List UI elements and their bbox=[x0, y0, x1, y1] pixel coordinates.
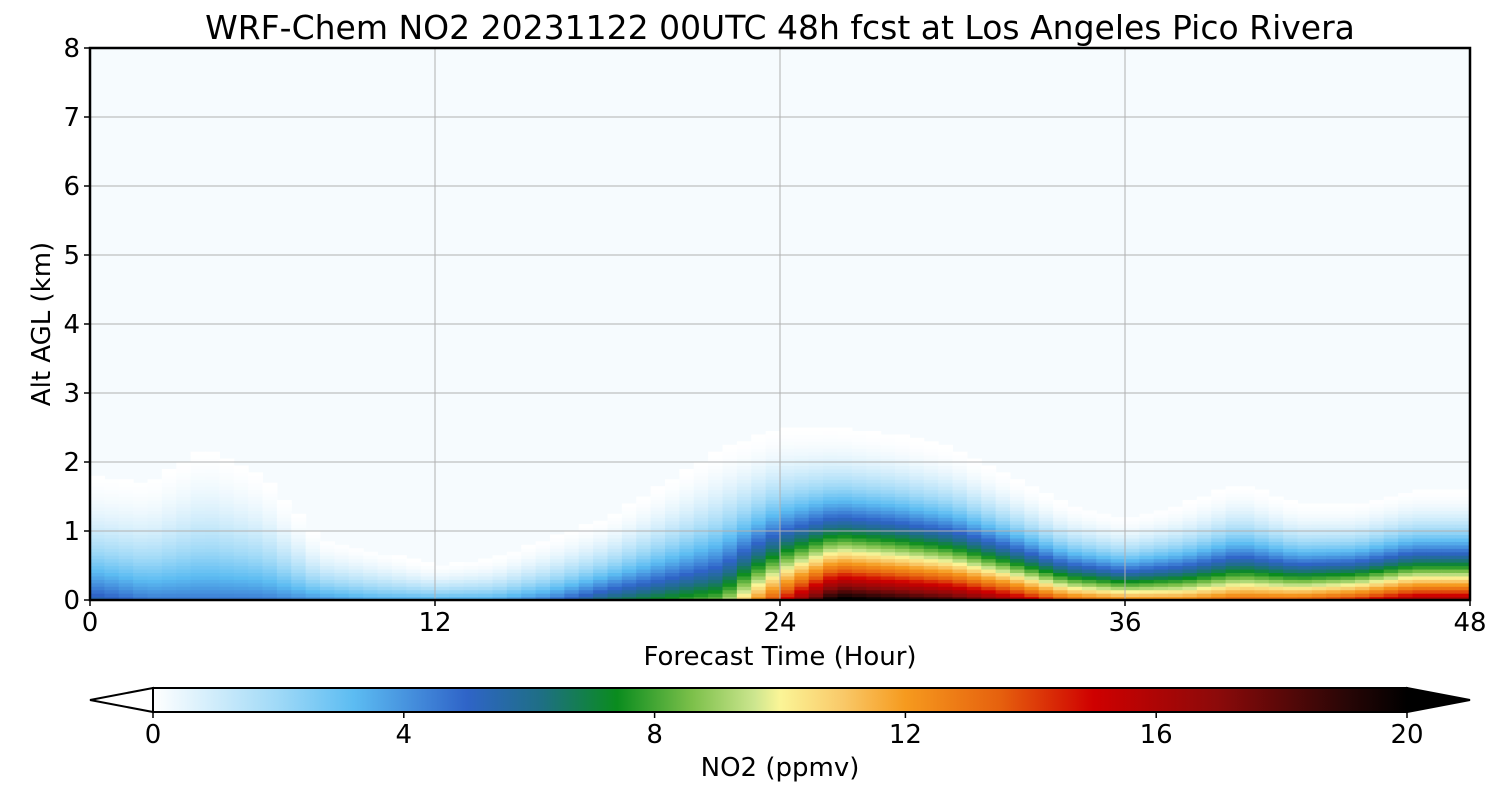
colorbar-tick-label: 12 bbox=[889, 720, 922, 750]
colorbar-extend-min bbox=[89, 686, 154, 714]
colorbar-tick-label: 20 bbox=[1390, 720, 1423, 750]
y-tick-label: 2 bbox=[63, 448, 80, 478]
y-tick-label: 3 bbox=[63, 379, 80, 409]
y-tick-label: 8 bbox=[63, 34, 80, 64]
x-tick-label: 48 bbox=[1453, 608, 1486, 638]
x-tick-label: 12 bbox=[418, 608, 451, 638]
y-axis-ticks: 0 1 2 3 4 5 6 7 8 bbox=[63, 34, 90, 616]
y-tick-label: 7 bbox=[63, 103, 80, 133]
colorbar-frame bbox=[152, 687, 1408, 713]
colorbar-extend-max bbox=[1406, 686, 1471, 714]
y-tick-label: 5 bbox=[63, 241, 80, 271]
y-tick-label: 4 bbox=[63, 310, 80, 340]
colorbar-tick-label: 0 bbox=[145, 720, 162, 750]
no2-contour-field bbox=[90, 427, 1470, 600]
x-tick-label: 24 bbox=[763, 608, 796, 638]
x-tick-label: 0 bbox=[82, 608, 99, 638]
colorbar-ticks: 0 4 8 12 16 20 bbox=[145, 712, 1424, 750]
colorbar-tick-label: 4 bbox=[396, 720, 413, 750]
x-tick-label: 36 bbox=[1108, 608, 1141, 638]
x-axis-label: Forecast Time (Hour) bbox=[643, 642, 916, 672]
colorbar-tick-label: 16 bbox=[1140, 720, 1173, 750]
y-tick-label: 6 bbox=[63, 172, 80, 202]
colorbar-label: NO2 (ppmv) bbox=[701, 753, 860, 783]
grid-lines bbox=[90, 48, 1470, 600]
y-tick-label: 0 bbox=[63, 586, 80, 616]
colorbar-tick-label: 8 bbox=[646, 720, 663, 750]
chart-title: WRF-Chem NO2 20231122 00UTC 48h fcst at … bbox=[205, 8, 1355, 47]
y-tick-label: 1 bbox=[63, 517, 80, 547]
x-axis-ticks: 0 12 24 36 48 bbox=[82, 600, 1487, 638]
y-axis-label: Alt AGL (km) bbox=[27, 242, 57, 406]
colorbar: 0 4 8 12 16 20 bbox=[89, 686, 1471, 750]
colorbar-gradient bbox=[153, 688, 1407, 712]
